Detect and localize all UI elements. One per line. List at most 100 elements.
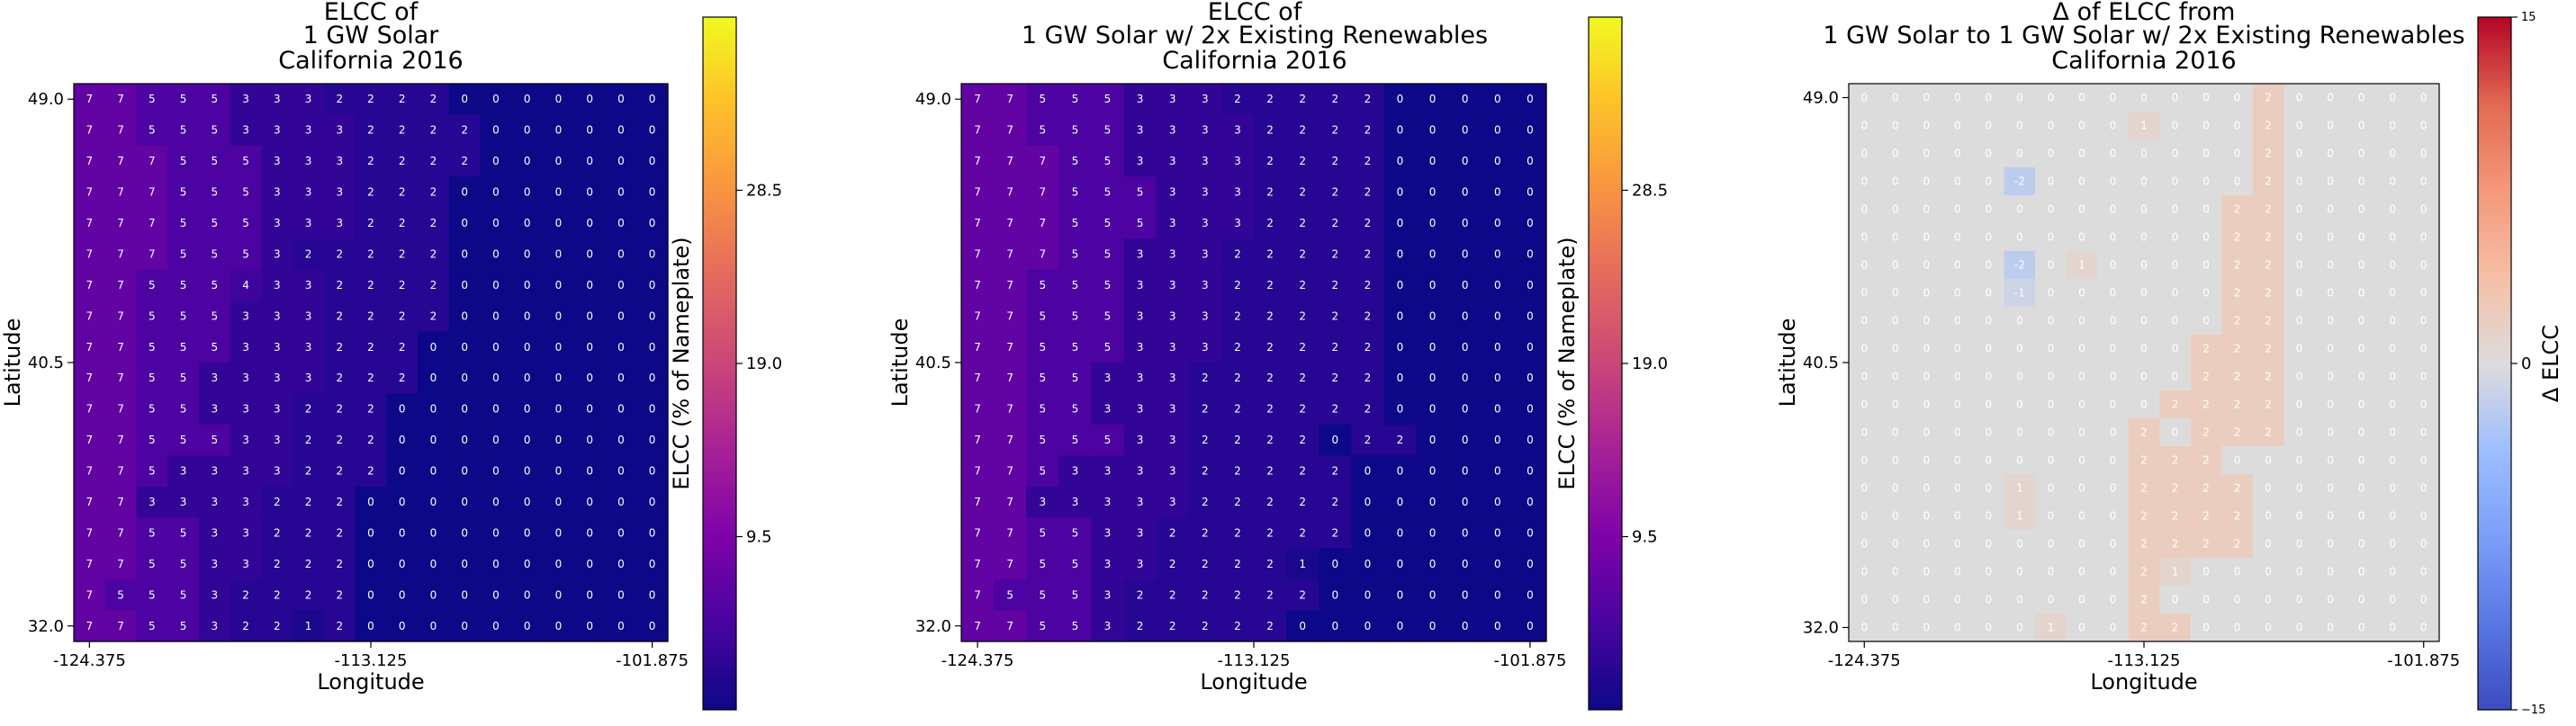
- cell-value-label: 2: [1299, 588, 1306, 601]
- heatmap-cell: [448, 300, 482, 333]
- heatmap-cell: [293, 610, 325, 642]
- heatmap-cell: [1123, 176, 1157, 209]
- heatmap-cell: [1058, 455, 1093, 488]
- colorbar-tick-label: 9.5: [746, 528, 772, 547]
- cell-value-label: 2: [2172, 399, 2179, 411]
- heatmap-cell: [418, 300, 450, 333]
- heatmap-cell: [2376, 139, 2409, 168]
- cell-value-label: 0: [1494, 309, 1501, 322]
- cell-value-label: 2: [1234, 247, 1241, 260]
- heatmap-cell: [2066, 474, 2098, 503]
- heatmap-cell: [2408, 112, 2440, 140]
- heatmap-cell: [2035, 390, 2067, 419]
- cell-value-label: 1: [2016, 482, 2023, 495]
- cell-value-label: 2: [1266, 403, 1274, 416]
- cell-value-label: 0: [2296, 92, 2303, 104]
- cell-value-label: 0: [555, 434, 563, 446]
- heatmap-cell: [1849, 446, 1881, 475]
- cell-value-label: 0: [2078, 120, 2085, 132]
- cell-value-label: 2: [2172, 622, 2179, 634]
- cell-value-label: 0: [1494, 372, 1501, 384]
- cell-value-label: 0: [1954, 510, 1961, 523]
- heatmap-cell: [104, 486, 138, 518]
- heatmap-cell: [1091, 269, 1125, 301]
- heatmap-cell: [1513, 517, 1547, 550]
- heatmap-cell: [2190, 167, 2222, 196]
- heatmap-cell: [198, 176, 231, 209]
- cell-value-label: 2: [399, 217, 406, 229]
- cell-value-label: 0: [2327, 510, 2334, 523]
- heatmap-cell: [605, 393, 637, 426]
- cell-value-label: 0: [1527, 247, 1534, 260]
- cell-value-label: 0: [1494, 217, 1501, 229]
- cell-value-label: 0: [2358, 538, 2365, 551]
- cell-value-label: 0: [1892, 622, 1899, 634]
- cell-value-label: 2: [1202, 496, 1209, 508]
- cell-value-label: 0: [1954, 482, 1961, 495]
- cell-value-label: 0: [555, 217, 563, 229]
- cell-value-label: 0: [1462, 620, 1469, 632]
- cell-value-label: 0: [586, 186, 593, 199]
- cell-value-label: 0: [367, 588, 374, 601]
- heatmap-cell: [1849, 530, 1881, 559]
- cell-value-label: 7: [117, 526, 124, 539]
- heatmap-cell: [2128, 474, 2160, 503]
- heatmap-cell: [2314, 530, 2347, 559]
- heatmap-cell: [1254, 269, 1287, 301]
- heatmap-cell: [1188, 238, 1222, 271]
- cell-value-label: 0: [2048, 371, 2055, 383]
- cell-value-label: 0: [2420, 399, 2427, 411]
- cell-value-label: 7: [86, 620, 94, 632]
- heatmap-cell: [386, 238, 419, 271]
- heatmap-cell: [2283, 112, 2316, 140]
- cell-value-label: 7: [1006, 279, 1013, 291]
- cell-value-label: 2: [305, 247, 312, 260]
- heatmap-cell: [418, 114, 450, 147]
- cell-value-label: 3: [336, 186, 343, 199]
- cell-value-label: 5: [180, 309, 187, 322]
- heatmap-cell: [1941, 279, 1974, 308]
- cell-value-label: 3: [1137, 434, 1144, 446]
- heatmap-cell: [1416, 610, 1450, 642]
- heatmap-cell: [293, 486, 325, 518]
- cell-value-label: 0: [1954, 259, 1961, 272]
- heatmap-cell: [1351, 548, 1385, 580]
- heatmap-cell: [1849, 139, 1881, 168]
- cell-value-label: 7: [117, 620, 124, 632]
- cell-value-label: 3: [1169, 155, 1176, 167]
- cell-value-label: 0: [649, 93, 656, 105]
- heatmap-cell: [448, 610, 482, 642]
- heatmap-cell: [511, 486, 544, 518]
- heatmap-cell: [355, 610, 387, 642]
- heatmap-cell: [480, 610, 512, 642]
- heatmap-cell: [1123, 331, 1157, 363]
- heatmap-cell: [1849, 223, 1881, 252]
- cell-value-label: 0: [617, 434, 625, 446]
- heatmap-cell: [198, 114, 231, 147]
- cell-value-label: 0: [1429, 309, 1437, 322]
- cell-value-label: 3: [1137, 465, 1144, 478]
- y-tick-label: 49.0: [28, 90, 64, 109]
- cell-value-label: 2: [1234, 465, 1241, 478]
- heatmap-cell: [1091, 300, 1125, 333]
- heatmap-cell: [1383, 579, 1418, 612]
- heatmap-cell: [1941, 363, 1974, 391]
- heatmap-cell: [1156, 331, 1190, 363]
- cell-value-label: 0: [2234, 594, 2241, 606]
- heatmap-cell: [1941, 530, 1974, 559]
- cell-value-label: 0: [2327, 566, 2334, 578]
- heatmap-cell: [355, 424, 387, 456]
- cell-value-label: 3: [1202, 155, 1209, 167]
- heatmap-cell: [1026, 114, 1059, 147]
- heatmap-cell: [74, 579, 106, 612]
- cell-value-label: 3: [305, 279, 312, 291]
- heatmap-cell: [1416, 84, 1450, 116]
- heatmap-cell: [2252, 251, 2284, 280]
- cell-value-label: 0: [2389, 92, 2396, 104]
- cell-value-label: 0: [2358, 92, 2365, 104]
- cell-value-label: 0: [1494, 496, 1501, 508]
- heatmap-cell: [2097, 279, 2130, 308]
- cell-value-label: 0: [1954, 426, 1961, 439]
- cell-value-label: 3: [1137, 124, 1144, 137]
- heatmap-cell: [2314, 112, 2347, 140]
